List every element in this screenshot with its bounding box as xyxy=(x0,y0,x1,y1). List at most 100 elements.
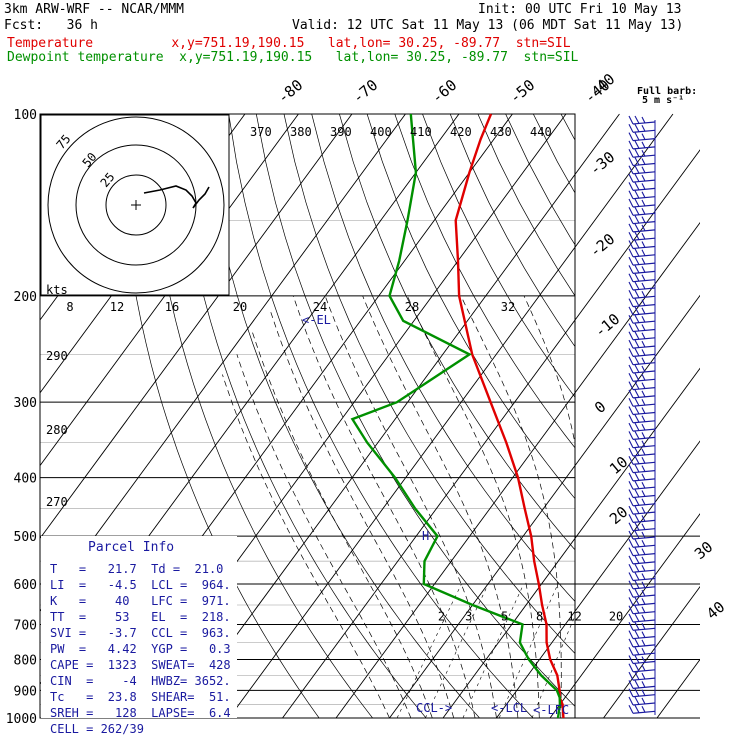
wind-barb xyxy=(634,331,640,340)
el-label: <-EL xyxy=(302,313,331,327)
wind-barb xyxy=(641,473,646,481)
isobar-label: 700 xyxy=(14,618,37,633)
wind-barb xyxy=(628,290,634,299)
isotherm-line xyxy=(496,440,700,718)
wind-barb xyxy=(632,237,656,241)
wind-barb xyxy=(632,312,656,316)
wind-barb xyxy=(632,362,656,366)
wind-barb xyxy=(632,353,656,357)
isotherm-label: 40 xyxy=(703,598,728,623)
wind-barb xyxy=(628,696,634,706)
lfc-label: <-LFC xyxy=(533,703,569,717)
wind-barb xyxy=(634,215,640,224)
wind-barb xyxy=(628,223,634,233)
wind-barb xyxy=(634,364,640,373)
dry-adiabat xyxy=(394,114,575,449)
wind-barb xyxy=(632,561,656,565)
wind-barb xyxy=(632,544,656,548)
wind-barb xyxy=(628,406,634,415)
isotherm-line xyxy=(442,367,700,718)
wind-barb xyxy=(632,511,656,515)
wind-barb xyxy=(634,231,640,240)
wind-barb xyxy=(634,489,640,498)
dry-adiabat xyxy=(560,114,575,141)
wind-barb xyxy=(628,671,634,681)
wind-barb xyxy=(628,530,634,540)
wind-barb xyxy=(628,580,634,590)
theta-label: 370 xyxy=(250,125,272,139)
wind-barb xyxy=(641,216,646,223)
wind-barb xyxy=(634,190,640,199)
wind-barb xyxy=(628,231,634,241)
wind-barb xyxy=(632,569,656,573)
plot-border xyxy=(39,113,576,719)
wind-barb xyxy=(641,498,646,506)
wind-barb xyxy=(628,132,634,141)
wind-barb xyxy=(641,307,646,315)
wind-barb xyxy=(632,337,656,341)
wind-barb xyxy=(641,208,646,215)
speed-axis-label: 20 xyxy=(233,300,247,314)
hodograph-units: kts xyxy=(46,283,68,297)
wind-barb xyxy=(632,694,656,698)
wind-barb xyxy=(641,448,646,456)
wind-barb xyxy=(641,531,646,539)
wind-barb xyxy=(634,530,640,539)
wind-barb xyxy=(628,314,634,324)
lcl-label: <-LCL xyxy=(491,701,527,715)
wind-barb xyxy=(634,663,640,672)
speed-axis-label: 28 xyxy=(405,300,419,314)
wind-barb xyxy=(634,173,640,182)
wind-barb xyxy=(634,456,640,465)
theta-label: 410 xyxy=(410,125,432,139)
wind-barb xyxy=(628,464,634,473)
barb-legend: 5 m s⁻¹ xyxy=(642,95,684,106)
isotherm-line xyxy=(711,114,740,718)
wind-barb xyxy=(641,598,646,605)
mixing-ratio-label: 3 xyxy=(465,609,472,623)
isotherm-line xyxy=(549,513,700,718)
theta-label: 380 xyxy=(290,125,312,139)
wind-barb xyxy=(632,702,656,706)
wind-barb xyxy=(632,470,656,474)
wind-barb xyxy=(632,528,656,532)
wind-barb xyxy=(628,281,634,291)
wind-barb xyxy=(632,162,656,167)
theta-label: 400 xyxy=(370,125,392,139)
wind-barb xyxy=(628,397,634,407)
dewpoint-legend: Dewpoint temperature x,y=751.19,190.15 l… xyxy=(7,50,579,65)
wind-barb xyxy=(634,671,640,680)
wind-barb xyxy=(634,630,640,639)
wind-barb xyxy=(634,290,640,299)
wind-barb xyxy=(641,125,646,132)
mixing-ratio-label: 2 xyxy=(438,609,445,623)
wind-barb xyxy=(634,688,640,697)
wind-barb xyxy=(634,431,640,440)
wind-barb xyxy=(641,282,646,290)
theta-left-label: 280 xyxy=(46,423,68,437)
wind-barb xyxy=(628,124,634,133)
wind-barb xyxy=(641,299,646,306)
parcel-row: SVI = -3.7 CCL = 963. xyxy=(50,626,231,640)
wind-barb xyxy=(634,248,640,257)
wind-barb xyxy=(634,348,640,357)
wind-barb xyxy=(628,705,634,714)
wind-barb xyxy=(634,265,640,274)
wind-barb xyxy=(632,436,656,440)
wind-barb xyxy=(628,547,634,556)
wind-barb xyxy=(632,187,656,191)
wind-barb xyxy=(628,663,634,673)
wind-barb xyxy=(641,564,646,572)
wind-barb xyxy=(628,148,634,158)
theta-label: 390 xyxy=(330,125,352,139)
dry-adiabat xyxy=(228,114,534,718)
wind-barb xyxy=(628,597,634,606)
wind-barb xyxy=(641,681,646,688)
wind-barb xyxy=(628,373,634,382)
wind-barb xyxy=(634,323,640,332)
wind-barb xyxy=(641,116,646,124)
wind-barb xyxy=(634,207,640,216)
wind-barb xyxy=(632,685,656,689)
wind-barb xyxy=(641,423,646,431)
